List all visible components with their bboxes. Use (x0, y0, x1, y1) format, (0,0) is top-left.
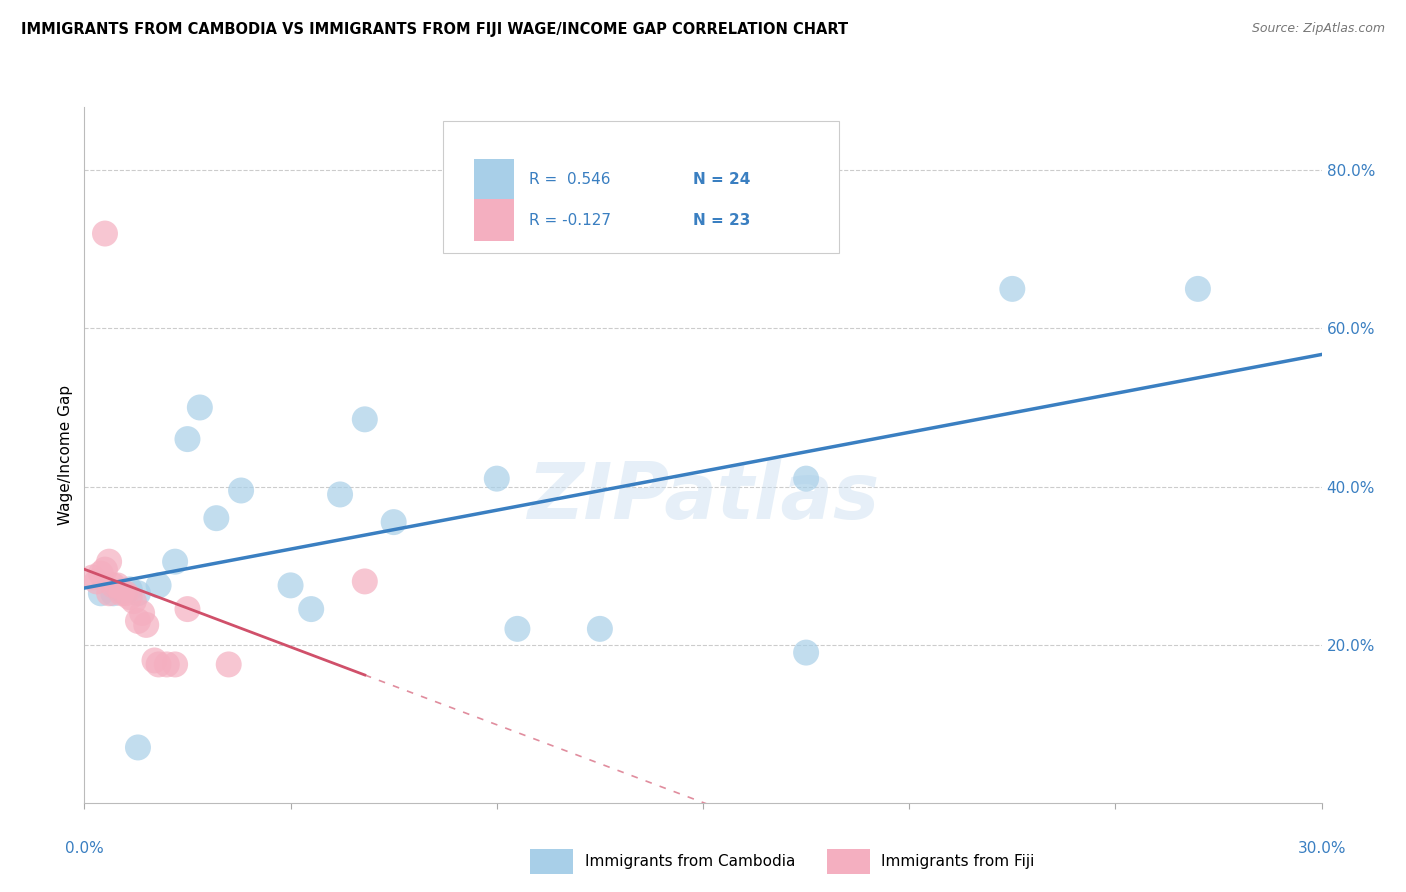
Point (105, 578, 128, 592)
Text: N = 23: N = 23 (693, 212, 751, 227)
Point (98, 555, 121, 569)
Point (1001, 282, 1024, 296)
Text: 0.0%: 0.0% (65, 841, 104, 856)
Point (131, 606, 153, 620)
Point (114, 586, 136, 600)
Point (188, 401, 211, 415)
Point (794, 472, 817, 486)
Point (165, 657, 187, 672)
FancyBboxPatch shape (443, 121, 839, 253)
Point (110, 586, 132, 600)
Point (329, 487, 352, 501)
Point (148, 657, 170, 672)
Point (382, 515, 405, 529)
Point (110, 583, 132, 598)
Point (156, 657, 179, 672)
Text: N = 24: N = 24 (693, 172, 751, 187)
Text: R =  0.546: R = 0.546 (529, 172, 610, 187)
Point (506, 622, 529, 636)
Text: R = -0.127: R = -0.127 (529, 212, 610, 227)
Point (98, 586, 121, 600)
Point (143, 653, 166, 667)
Point (94, 227, 117, 241)
Point (90, 566, 112, 581)
Text: ZIPatlas: ZIPatlas (527, 458, 879, 534)
Text: 30.0%: 30.0% (1298, 841, 1346, 856)
Point (353, 412, 375, 426)
Point (589, 622, 612, 636)
Point (118, 591, 141, 605)
Point (485, 472, 508, 486)
Point (299, 602, 322, 616)
Point (280, 578, 302, 592)
Point (218, 657, 240, 672)
Point (82, 570, 104, 584)
Point (94, 563, 117, 577)
Text: Source: ZipAtlas.com: Source: ZipAtlas.com (1251, 22, 1385, 36)
Point (127, 614, 149, 628)
Point (148, 578, 170, 592)
Point (118, 582, 141, 597)
Point (353, 574, 375, 589)
Y-axis label: Wage/Income Gap: Wage/Income Gap (58, 384, 73, 525)
Point (122, 594, 145, 608)
Text: Immigrants from Cambodia: Immigrants from Cambodia (585, 855, 796, 870)
Bar (474, 159, 513, 201)
Bar (530, 849, 574, 874)
Point (176, 432, 198, 446)
Point (103, 578, 125, 592)
Point (794, 646, 817, 660)
Point (229, 483, 252, 498)
Point (205, 511, 228, 525)
Bar (474, 199, 513, 241)
Point (1187, 282, 1209, 296)
Point (127, 586, 149, 600)
Point (86, 574, 108, 589)
Bar (827, 849, 870, 874)
Point (165, 555, 187, 569)
Point (135, 618, 157, 632)
Point (127, 740, 149, 755)
Point (90, 586, 112, 600)
Text: IMMIGRANTS FROM CAMBODIA VS IMMIGRANTS FROM FIJI WAGE/INCOME GAP CORRELATION CHA: IMMIGRANTS FROM CAMBODIA VS IMMIGRANTS F… (21, 22, 848, 37)
Point (103, 586, 125, 600)
Text: Immigrants from Fiji: Immigrants from Fiji (882, 855, 1035, 870)
Point (176, 602, 198, 616)
